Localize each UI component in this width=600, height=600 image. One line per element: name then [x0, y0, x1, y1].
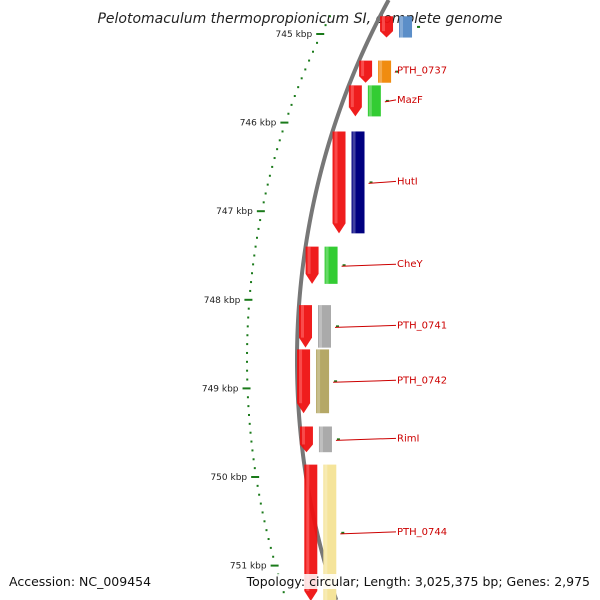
gene-box-highlight	[325, 246, 329, 284]
gene-box-7	[318, 426, 332, 453]
gene-label: CheY	[397, 259, 423, 270]
gene-box-highlight	[319, 305, 323, 348]
strand-arrow-5	[299, 305, 313, 348]
gene-box-6	[316, 349, 330, 414]
strand-arrow-6	[297, 349, 311, 414]
strand-arrow-highlight	[382, 16, 386, 32]
gene-box-8	[323, 464, 337, 600]
strand-arrow-1	[359, 60, 373, 83]
gene-leader-line	[333, 379, 397, 383]
strand-arrow-3	[332, 131, 346, 234]
gene-box-2	[367, 85, 381, 117]
gene-label: PTH_0744	[397, 527, 447, 538]
gene-box-3	[351, 131, 365, 234]
strand-arrow-highlight	[334, 131, 338, 224]
gene-track: PTH_0737 MazF HutI CheY PTH_0741 PTH_0742 RimI…	[297, 16, 447, 600]
gene-box-4	[324, 246, 338, 284]
gene-box-1	[378, 60, 392, 83]
tick-label: 749 kbp	[202, 384, 239, 394]
accession-text: Accession: NC_009454	[9, 574, 152, 589]
gene-label: PTH_0741	[397, 320, 447, 331]
strand-arrow-highlight	[361, 60, 365, 77]
gene-leader-line	[341, 263, 397, 267]
strand-arrow-2	[348, 85, 362, 117]
gene-box-highlight	[324, 464, 328, 600]
gene-leader-line	[335, 437, 397, 441]
gene-box-highlight	[319, 426, 323, 453]
gene-leader-line	[334, 324, 397, 328]
tick-label: 746 kbp	[240, 119, 277, 129]
gene-box-0	[399, 16, 413, 38]
gene-leader-line	[384, 99, 397, 103]
tick-label: 747 kbp	[216, 207, 253, 217]
strand-arrow-highlight	[301, 305, 305, 338]
gene-leader-line	[340, 531, 397, 535]
scale-ticks: 745 kbp 746 kbp 747 kbp 748 kbp 749 kbp 750 k…	[202, 15, 332, 594]
gene-leader-line	[394, 70, 397, 73]
gene-box-highlight	[400, 16, 404, 38]
strand-arrow-0	[380, 16, 394, 38]
gene-box-highlight	[317, 349, 321, 414]
tick-label: 750 kbp	[210, 473, 247, 483]
topology-text: Topology: circular; Length: 3,025,375 bp…	[246, 574, 590, 589]
gene-label: PTH_0742	[397, 375, 447, 386]
strand-arrow-highlight	[299, 349, 303, 404]
strand-arrow-highlight	[307, 246, 311, 274]
gene-label: MazF	[397, 95, 423, 106]
gene-label: HutI	[397, 176, 418, 187]
gene-leader-line	[368, 180, 397, 184]
gene-label: RimI	[397, 433, 419, 444]
gene-label: PTH_0737	[397, 66, 447, 77]
genome-title: Pelotomaculum thermopropionicum SI, comp…	[97, 11, 502, 27]
gene-box-5	[318, 305, 332, 348]
tick-label: 745 kbp	[276, 30, 313, 40]
gene-box-highlight	[352, 131, 356, 234]
gene-box-highlight	[368, 85, 372, 117]
strand-arrow-highlight	[350, 85, 354, 108]
strand-arrow-4	[305, 246, 319, 284]
strand-arrow-highlight	[301, 426, 305, 445]
strand-arrow-highlight	[306, 464, 310, 592]
tick-label: 751 kbp	[230, 562, 267, 572]
gene-box-highlight	[379, 60, 383, 83]
tick-label: 748 kbp	[204, 296, 241, 306]
